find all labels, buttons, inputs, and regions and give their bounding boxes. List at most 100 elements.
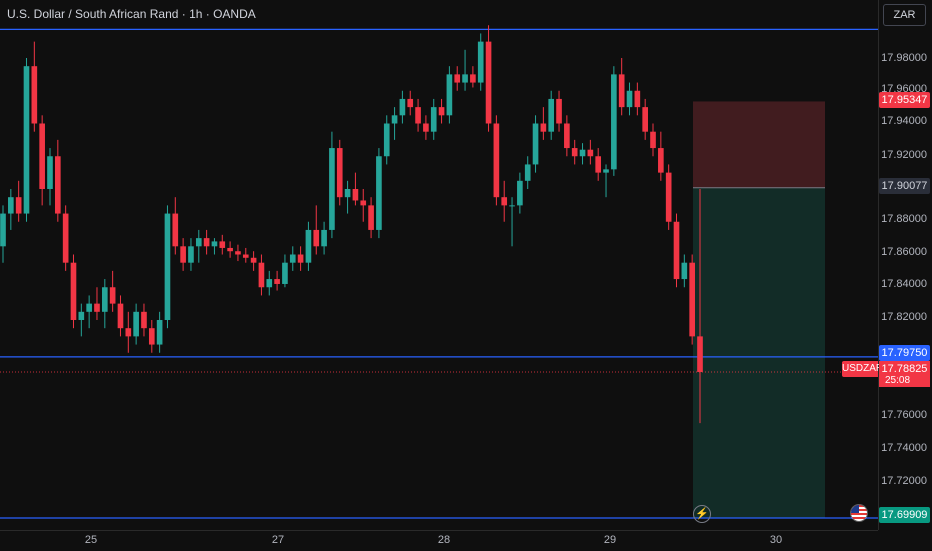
candle-body <box>23 66 30 214</box>
candle-body <box>305 229 312 263</box>
candle-body <box>8 197 14 214</box>
candle-body <box>595 156 602 173</box>
candle-body <box>391 115 398 124</box>
candle-body <box>509 205 515 207</box>
candle-body <box>524 164 531 181</box>
candle-body <box>423 123 429 132</box>
candle-body <box>407 98 414 108</box>
candle-body <box>86 303 92 312</box>
candle-body <box>571 148 578 157</box>
candle-body <box>548 98 555 132</box>
candle-body <box>70 262 77 320</box>
candle-body <box>235 251 241 255</box>
candle-body <box>438 107 445 116</box>
candle-body <box>211 241 218 247</box>
candle-body <box>148 328 155 345</box>
candle-body <box>282 262 288 284</box>
candle-body <box>156 320 163 345</box>
candle-body <box>697 336 703 372</box>
candle-body <box>78 311 85 320</box>
candle-body <box>352 189 359 201</box>
candle-body <box>430 107 437 132</box>
last-price-label: 17.78825 <box>879 361 930 377</box>
candle-body <box>195 238 202 247</box>
candle-body <box>266 279 273 288</box>
candle-body <box>611 74 617 170</box>
time-axis[interactable]: 25 27 28 29 30 <box>0 530 878 551</box>
candle-body <box>681 262 688 280</box>
candle-body <box>297 254 304 263</box>
stop-loss-price-label: 17.95347 <box>879 92 930 108</box>
candle-body <box>329 148 335 230</box>
candle-body <box>117 303 124 329</box>
candle-body <box>383 123 390 157</box>
candle-body <box>15 197 22 214</box>
candle-body <box>399 98 406 116</box>
take-profit-zone <box>693 187 825 518</box>
candle-body <box>376 156 382 230</box>
candle-body <box>227 247 233 252</box>
candle-body <box>579 149 586 157</box>
time-tick: 27 <box>271 534 285 546</box>
candle-body <box>618 74 625 108</box>
candle-body <box>642 107 648 132</box>
candle-body <box>336 148 343 198</box>
candle-body <box>94 303 100 312</box>
candle-body <box>62 213 69 263</box>
candle-body <box>289 254 296 263</box>
candle-body <box>634 90 641 108</box>
candle-body <box>109 287 116 304</box>
candle-body <box>564 123 570 149</box>
candlestick-chart[interactable] <box>0 0 878 530</box>
candle-body <box>689 262 695 337</box>
candle-body <box>360 200 367 206</box>
price-tick: 17.84000 <box>881 278 927 290</box>
price-axis[interactable]: 17.98000 17.96000 17.94000 17.92000 17.8… <box>878 0 932 530</box>
candle-body <box>665 172 672 222</box>
candle-body <box>517 180 523 206</box>
chart-pane[interactable]: U.S. Dollar / South African Rand · 1h · … <box>0 0 878 530</box>
candle-body <box>454 74 461 83</box>
candle-body <box>415 107 421 124</box>
candle-body <box>540 123 547 132</box>
candle-body <box>626 90 633 108</box>
candle-body <box>556 98 562 124</box>
candle-body <box>258 262 265 288</box>
candle-body <box>368 205 374 230</box>
price-tick: 17.74000 <box>881 442 927 454</box>
price-tick: 17.72000 <box>881 475 927 487</box>
candle-body <box>164 213 171 320</box>
time-tick: 30 <box>769 534 783 546</box>
candle-body <box>101 287 108 312</box>
price-tick: 17.94000 <box>881 115 927 127</box>
price-tick: 17.76000 <box>881 409 927 421</box>
price-tick: 17.82000 <box>881 311 927 323</box>
symbol-title[interactable]: U.S. Dollar / South African Rand · 1h · … <box>7 7 256 21</box>
candle-body <box>532 123 539 165</box>
candle-body <box>658 148 664 173</box>
currency-button[interactable]: ZAR <box>883 4 926 26</box>
candle-body <box>673 221 680 280</box>
us-flag-icon[interactable] <box>851 505 867 521</box>
candle-body <box>485 41 492 124</box>
lightning-icon[interactable]: ⚡ <box>693 505 711 523</box>
candle-body <box>493 123 500 198</box>
candle-body <box>321 229 327 247</box>
candle-body <box>242 254 249 258</box>
price-tick: 17.88000 <box>881 213 927 225</box>
candle-body <box>172 213 179 247</box>
candle-body <box>219 241 226 248</box>
line-price-label: 17.79750 <box>879 345 930 361</box>
candle-body <box>0 213 6 247</box>
price-tick: 17.92000 <box>881 149 927 161</box>
candle-body <box>39 123 45 189</box>
candle-body <box>446 74 453 116</box>
stop-loss-zone <box>693 101 825 188</box>
time-tick: 28 <box>437 534 451 546</box>
candle-body <box>470 74 476 83</box>
candle-body <box>55 156 61 214</box>
time-tick: 29 <box>603 534 617 546</box>
entry-price-label: 17.90077 <box>879 178 930 194</box>
candle-body <box>125 328 132 337</box>
candle-body <box>603 169 609 173</box>
